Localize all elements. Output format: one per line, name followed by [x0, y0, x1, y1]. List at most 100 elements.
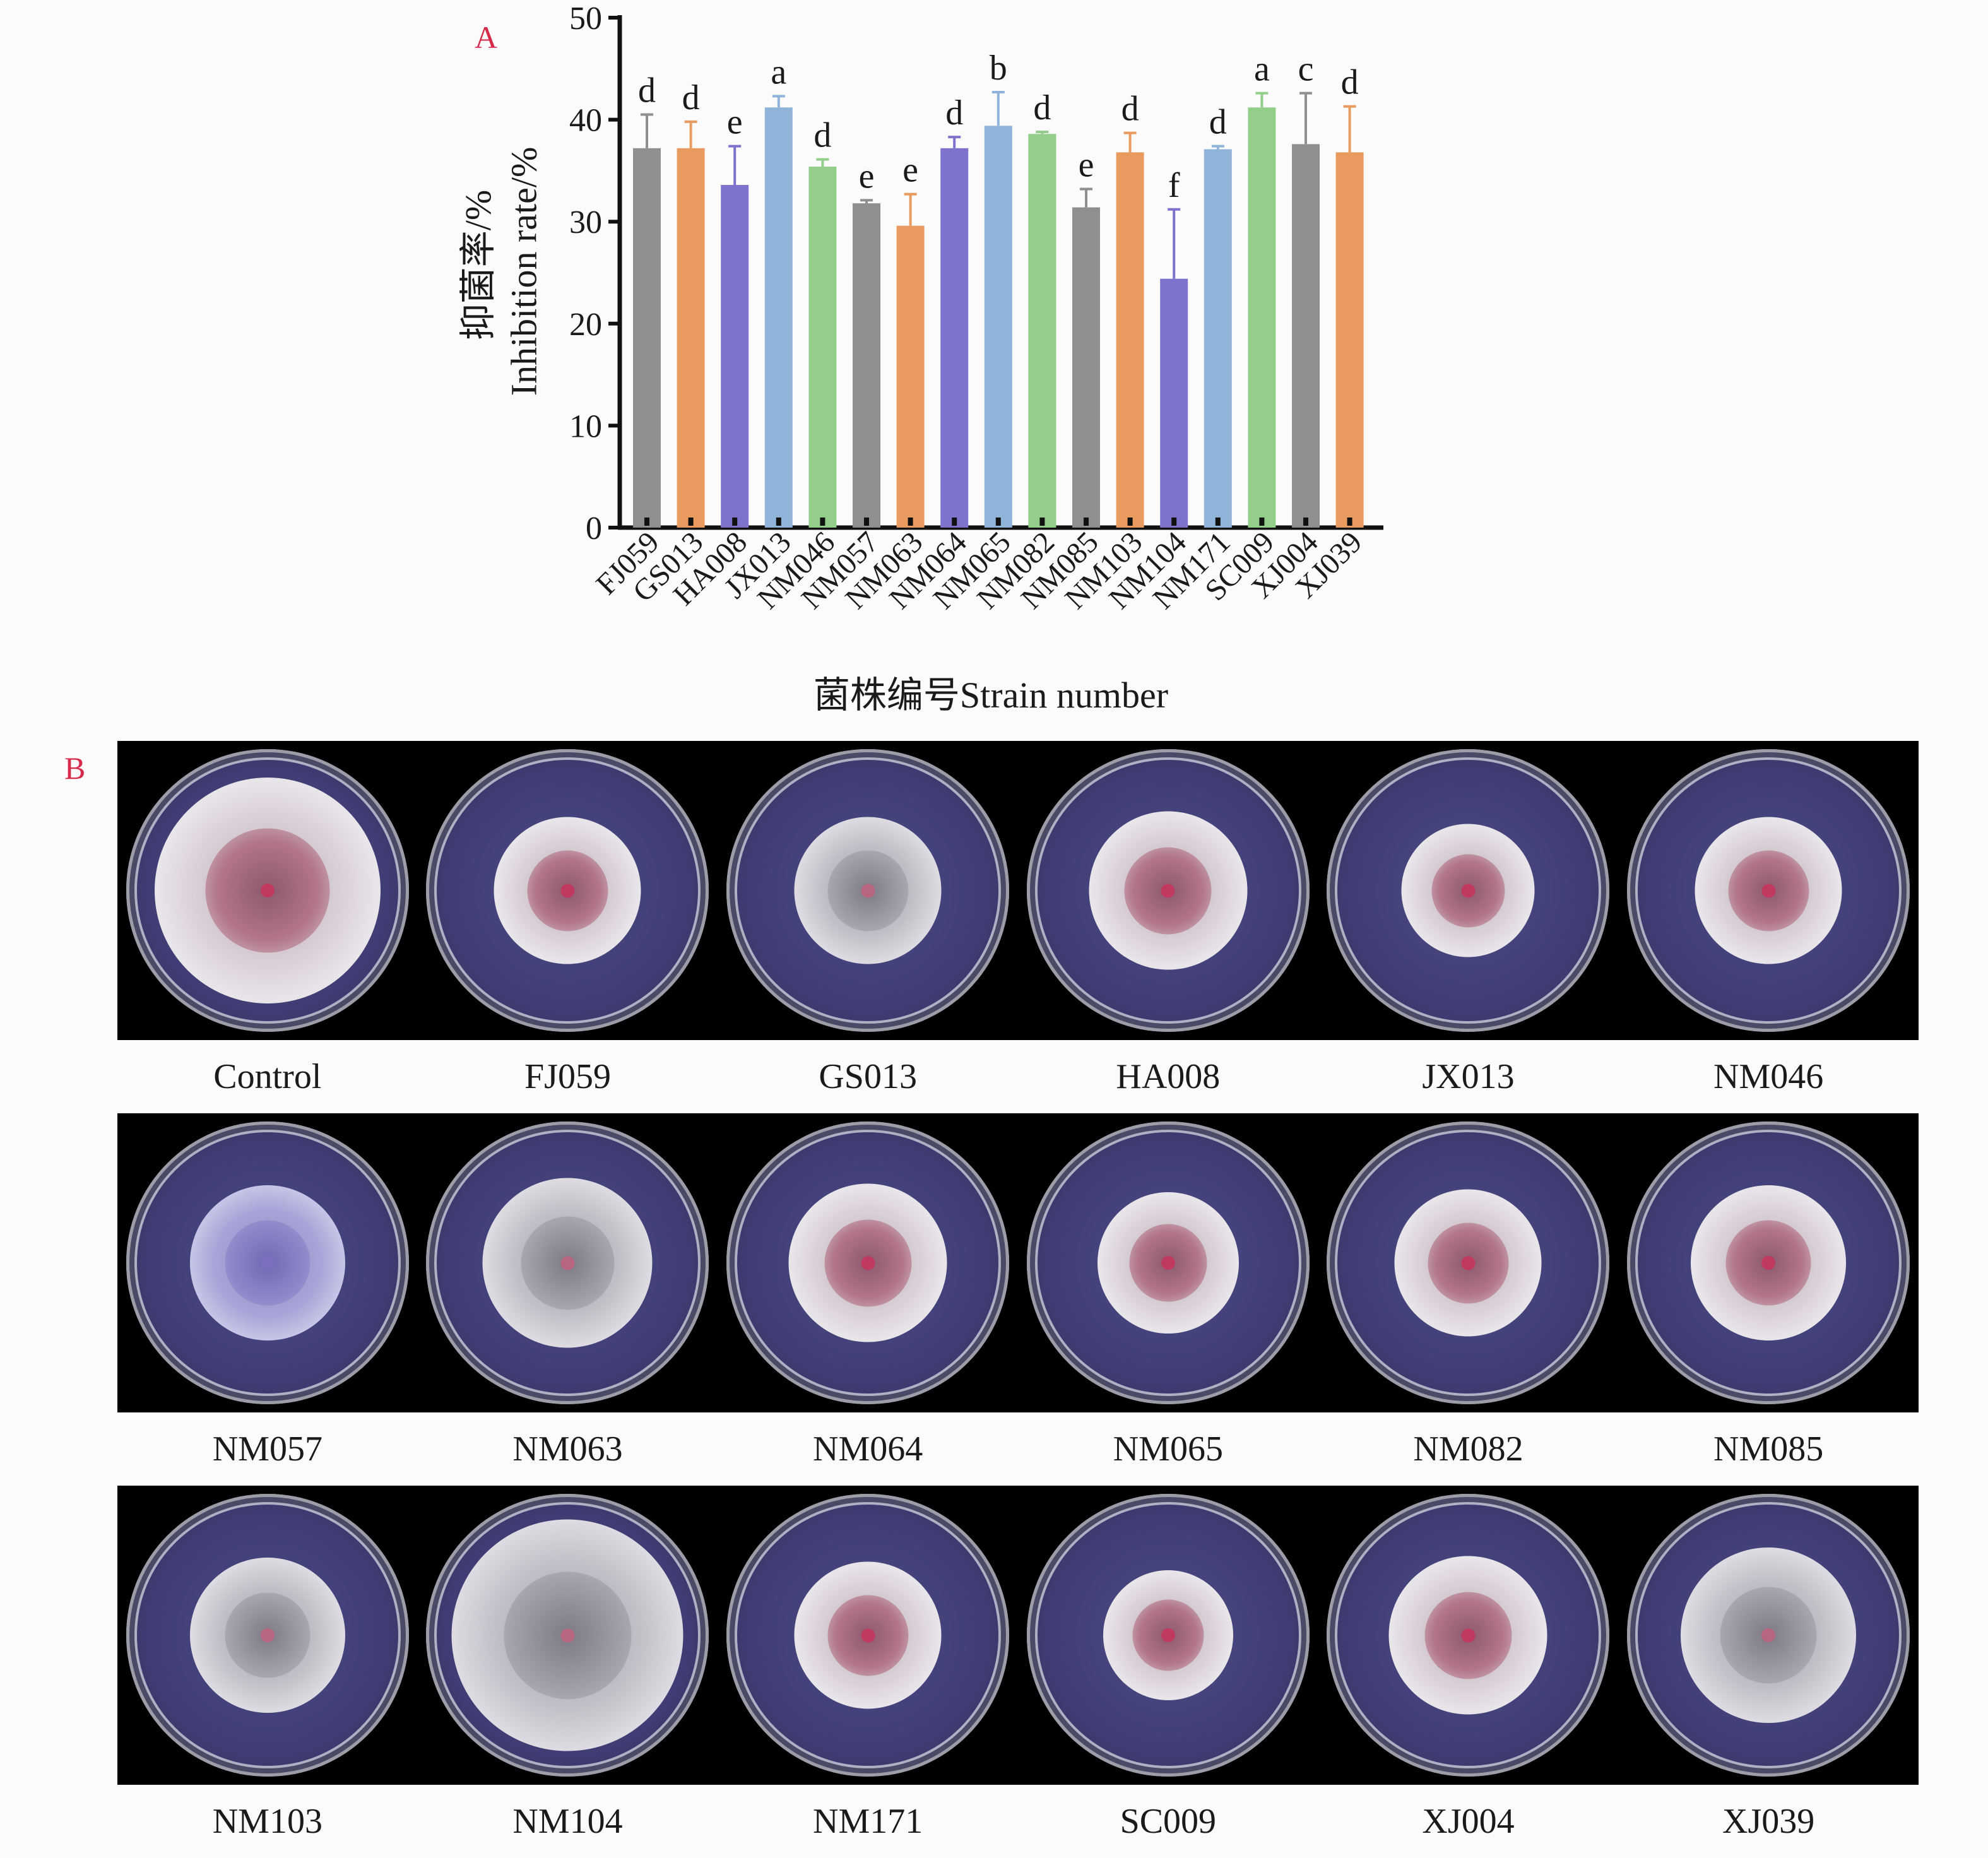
inoculation-point — [260, 1256, 275, 1270]
fungal-colony — [1388, 1556, 1547, 1715]
x-tick — [1347, 518, 1352, 526]
fungal-colony — [451, 1519, 683, 1751]
plate-label: HA008 — [1116, 1057, 1221, 1096]
y-axis-label-en: Inhibition rate/% — [503, 146, 545, 396]
y-tick-label: 30 — [569, 204, 602, 240]
petri-dish — [1327, 1494, 1610, 1777]
bar-NM103 — [1116, 152, 1144, 528]
inoculation-point — [1161, 1628, 1175, 1642]
y-tick-label: 50 — [569, 1, 602, 37]
bar-FJ059 — [633, 148, 661, 528]
plates-grid: Control FJ059 GS013 HA008 JX013 NM046 NM057 NM0… — [117, 741, 1919, 1858]
plate-label: NM104 — [512, 1802, 623, 1841]
x-tick — [1127, 518, 1133, 526]
inoculation-point — [1161, 1256, 1175, 1270]
x-tick — [995, 518, 1001, 526]
fungal-colony — [154, 778, 381, 1003]
fungal-colony — [494, 817, 641, 964]
plate-fj059: FJ059 — [417, 741, 718, 1113]
bar-XJ039 — [1335, 152, 1364, 528]
plate-nm171: NM171 — [718, 1486, 1018, 1858]
inoculation-point — [1461, 1256, 1476, 1270]
plate-label: XJ004 — [1422, 1802, 1515, 1841]
y-axis-label-cn: 抑菌率/% — [458, 189, 499, 341]
inoculation-point — [1761, 1628, 1776, 1642]
plate-label: JX013 — [1422, 1057, 1515, 1096]
bar-XJ004 — [1292, 144, 1320, 528]
plate-photo — [117, 1113, 418, 1412]
petri-dish — [426, 1494, 709, 1777]
fungal-colony — [1691, 1185, 1847, 1340]
fungal-colony — [1089, 811, 1248, 970]
inoculation-point — [560, 884, 575, 897]
petri-dish — [726, 1121, 1010, 1404]
x-axis-label: 菌株编号Strain number — [813, 675, 1169, 716]
petri-dish — [726, 1494, 1010, 1777]
petri-dish — [1026, 1121, 1310, 1404]
petri-dish — [1327, 749, 1610, 1032]
bar-NM104 — [1160, 278, 1188, 528]
panel-a-label: A — [475, 20, 498, 55]
inoculation-point — [861, 884, 875, 897]
y-tick-label: 20 — [569, 307, 602, 343]
petri-dish — [126, 749, 409, 1032]
x-tick — [1171, 518, 1177, 526]
inoculation-point — [1761, 1256, 1776, 1270]
fungal-colony — [788, 1183, 947, 1342]
plate-photo — [718, 741, 1018, 1040]
plate-label: NM064 — [813, 1429, 923, 1469]
fungal-colony — [794, 1561, 942, 1709]
petri-dish — [1026, 749, 1310, 1032]
significance-letter: d — [1341, 63, 1359, 102]
x-tick — [1303, 518, 1308, 526]
petri-dish — [126, 1121, 409, 1404]
petri-dish — [1627, 1494, 1910, 1777]
plate-photo — [1017, 1486, 1318, 1785]
fungal-colony — [1103, 1570, 1233, 1700]
plate-nm085: NM085 — [1618, 1113, 1919, 1486]
plate-label: GS013 — [819, 1057, 917, 1096]
plate-photo — [718, 1486, 1018, 1785]
plate-label: NM065 — [1113, 1429, 1223, 1469]
plate-control: Control — [117, 741, 418, 1113]
significance-letter: e — [1079, 145, 1094, 184]
petri-dish — [726, 749, 1010, 1032]
inoculation-point — [861, 1256, 875, 1270]
plate-xj004: XJ004 — [1318, 1486, 1619, 1858]
fungal-colony — [482, 1178, 653, 1348]
plate-label: NM057 — [212, 1429, 322, 1469]
plate-photo — [417, 1113, 718, 1412]
significance-letter: a — [771, 52, 786, 92]
plate-label: Control — [213, 1057, 322, 1096]
x-tick — [732, 518, 738, 526]
significance-letter: c — [1298, 50, 1314, 89]
fungal-colony — [1097, 1192, 1239, 1334]
plate-label: NM171 — [813, 1802, 923, 1841]
plate-label: NM046 — [1713, 1057, 1824, 1096]
inoculation-point — [1461, 884, 1476, 897]
bar-NM046 — [808, 166, 837, 528]
x-tick — [864, 518, 869, 526]
petri-dish — [426, 1121, 709, 1404]
plate-label: FJ059 — [524, 1057, 611, 1096]
plate-photo — [1318, 741, 1619, 1040]
plate-label: NM085 — [1713, 1429, 1824, 1469]
plate-photo — [1017, 741, 1318, 1040]
significance-letter: e — [859, 157, 875, 196]
plate-xj039: XJ039 — [1618, 1486, 1919, 1858]
significance-letter: d — [814, 116, 831, 155]
plate-photo — [417, 741, 718, 1040]
fungal-colony — [794, 817, 942, 964]
plate-photo — [1017, 1113, 1318, 1412]
bar-NM085 — [1072, 207, 1100, 528]
significance-letter: d — [682, 78, 700, 117]
x-tick — [908, 518, 913, 526]
plate-nm104: NM104 — [417, 1486, 718, 1858]
significance-letter: d — [945, 93, 963, 133]
plate-photo — [718, 1113, 1018, 1412]
x-tick — [1215, 518, 1221, 526]
bar-NM171 — [1204, 149, 1232, 528]
bar-NM057 — [853, 203, 880, 528]
petri-dish — [426, 749, 709, 1032]
significance-letter: d — [1033, 88, 1051, 127]
